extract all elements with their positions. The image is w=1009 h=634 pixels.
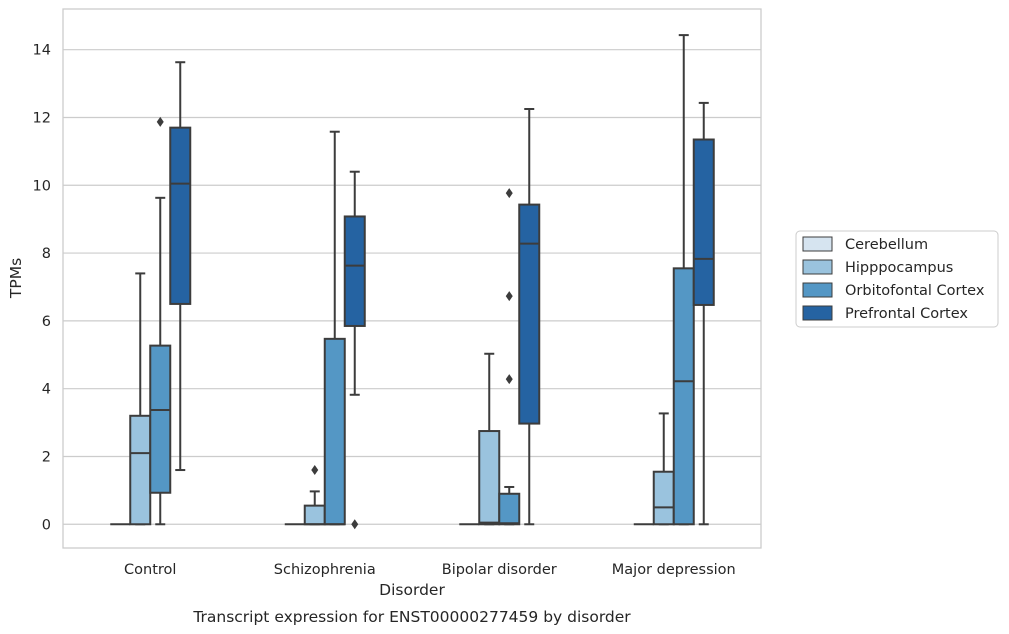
legend-frame <box>795 230 999 328</box>
outlier-point <box>351 519 359 530</box>
y-tick-label: 4 <box>42 382 51 398</box>
box-groups <box>110 34 715 530</box>
legend: Cerebellum Hipppocampus Orbitofontal Corte… <box>795 230 999 328</box>
box-group <box>284 130 366 530</box>
x-tick-label: Major depression <box>612 562 736 578</box>
box-group <box>110 61 192 526</box>
outlier-point <box>156 116 164 127</box>
box-body <box>169 126 192 305</box>
outlier-point <box>311 465 319 476</box>
outlier-point <box>505 188 513 199</box>
outlier-point <box>505 291 513 302</box>
legend-items: Cerebellum Hipppocampus Orbitofontal Corte… <box>802 236 985 322</box>
y-tick-label: 10 <box>33 178 51 194</box>
box-body <box>149 344 172 494</box>
box-body <box>129 414 152 526</box>
legend-swatch <box>802 282 833 298</box>
x-tick-labels: Control Schizophrenia Bipolar disorder Majo… <box>124 562 736 578</box>
box-orbitofontal-cortex <box>672 34 695 526</box>
box-orbitofontal-cortex <box>323 130 346 526</box>
box-orbitofontal-cortex <box>498 188 521 526</box>
x-tick-label: Schizophrenia <box>274 562 376 578</box>
box-hipppocampus <box>478 352 501 526</box>
x-tick-label: Control <box>124 562 176 578</box>
box-body <box>652 470 675 526</box>
box-hipppocampus <box>129 272 152 526</box>
y-tick-label: 6 <box>42 314 51 330</box>
legend-label: Hipppocampus <box>845 260 953 276</box>
chart-caption: Transcript expression for ENST0000027745… <box>192 608 631 626</box>
legend-swatch <box>802 236 833 252</box>
legend-label: Cerebellum <box>845 237 928 253</box>
box-body <box>498 492 521 526</box>
y-tick-label: 8 <box>42 246 51 262</box>
box-prefrontal-cortex <box>692 101 715 526</box>
y-tick-label: 12 <box>33 110 51 126</box>
legend-swatch <box>802 259 833 275</box>
box-prefrontal-cortex <box>343 170 366 530</box>
plot-frame <box>62 8 762 549</box>
box-prefrontal-cortex <box>169 61 192 472</box>
box-body <box>303 504 326 526</box>
y-axis-title: TPMs <box>7 258 25 299</box>
box-orbitofontal-cortex <box>149 116 172 526</box>
box-hipppocampus <box>303 465 326 526</box>
box-prefrontal-cortex <box>518 108 541 526</box>
y-tick-labels: 0 2 4 6 8 10 12 14 <box>33 43 51 534</box>
box-body <box>323 337 346 526</box>
x-tick-label: Bipolar disorder <box>442 562 557 578</box>
box-body <box>343 215 366 327</box>
box-body <box>478 430 501 526</box>
box-group <box>633 34 715 526</box>
legend-label: Prefrontal Cortex <box>845 306 968 322</box>
y-tick-label: 2 <box>42 449 51 465</box>
y-tick-label: 0 <box>42 517 51 533</box>
legend-swatch <box>802 305 833 321</box>
legend-label: Orbitofontal Cortex <box>845 283 985 299</box>
box-group <box>459 108 541 526</box>
box-hipppocampus <box>652 412 675 526</box>
box-body <box>672 267 695 526</box>
box-body <box>692 138 715 306</box>
box-body <box>518 203 541 425</box>
y-tick-label: 14 <box>33 43 51 59</box>
x-axis-title: Disorder <box>379 581 445 599</box>
outlier-point <box>505 374 513 385</box>
